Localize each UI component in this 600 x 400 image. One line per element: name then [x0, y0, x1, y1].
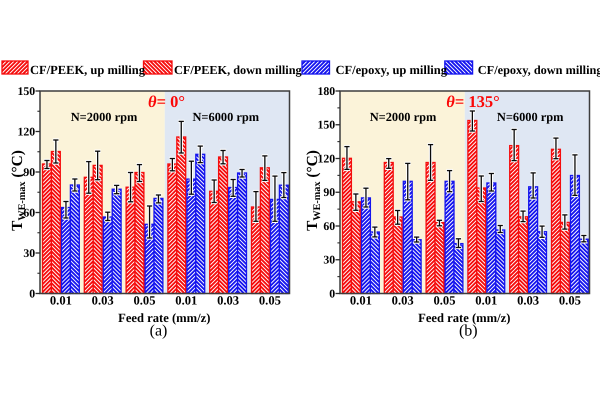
- svg-text:0: 0: [329, 286, 335, 300]
- svg-text:0.03: 0.03: [392, 294, 414, 308]
- svg-text:0.03: 0.03: [92, 294, 114, 308]
- svg-text:(a): (a): [150, 323, 168, 340]
- svg-text:CF/epoxy, up milling: CF/epoxy, up milling: [336, 63, 448, 77]
- svg-text:0.05: 0.05: [133, 294, 155, 308]
- svg-text:60: 60: [323, 219, 335, 233]
- svg-text:30: 30: [23, 246, 35, 260]
- svg-text:90: 90: [323, 185, 335, 199]
- svg-text:120: 120: [317, 151, 335, 165]
- svg-text:θ= 135°: θ= 135°: [446, 92, 499, 111]
- svg-text:0.01: 0.01: [175, 294, 197, 308]
- svg-text:180: 180: [317, 84, 335, 98]
- svg-text:θ= 0°: θ= 0°: [148, 92, 185, 111]
- svg-text:150: 150: [17, 84, 35, 98]
- svg-text:N=2000 rpm: N=2000 rpm: [370, 110, 437, 124]
- svg-text:0.05: 0.05: [559, 294, 581, 308]
- svg-text:150: 150: [317, 118, 335, 132]
- svg-text:N=6000 rpm: N=6000 rpm: [497, 110, 564, 124]
- svg-text:90: 90: [23, 165, 35, 179]
- svg-text:0.03: 0.03: [517, 294, 539, 308]
- svg-text:Feed rate (mm/z): Feed rate (mm/z): [118, 311, 210, 325]
- svg-text:0: 0: [29, 286, 35, 300]
- svg-text:CF/PEEK, down milling: CF/PEEK, down milling: [174, 63, 302, 77]
- svg-text:30: 30: [323, 253, 335, 267]
- svg-text:120: 120: [17, 124, 35, 138]
- svg-text:0.01: 0.01: [350, 294, 372, 308]
- svg-text:60: 60: [23, 205, 35, 219]
- svg-text:0.05: 0.05: [433, 294, 455, 308]
- svg-text:0.05: 0.05: [259, 294, 281, 308]
- svg-text:0.01: 0.01: [475, 294, 497, 308]
- svg-text:Feed rate (mm/z): Feed rate (mm/z): [418, 311, 510, 325]
- svg-text:(b): (b): [459, 323, 478, 340]
- svg-text:CF/epoxy, down milling: CF/epoxy, down milling: [478, 63, 600, 77]
- svg-text:N=2000 rpm: N=2000 rpm: [71, 110, 138, 124]
- svg-text:CF/PEEK, up milling: CF/PEEK, up milling: [30, 63, 146, 77]
- svg-text:N=6000 rpm: N=6000 rpm: [192, 110, 259, 124]
- svg-text:0.03: 0.03: [217, 294, 239, 308]
- svg-text:0.01: 0.01: [50, 294, 72, 308]
